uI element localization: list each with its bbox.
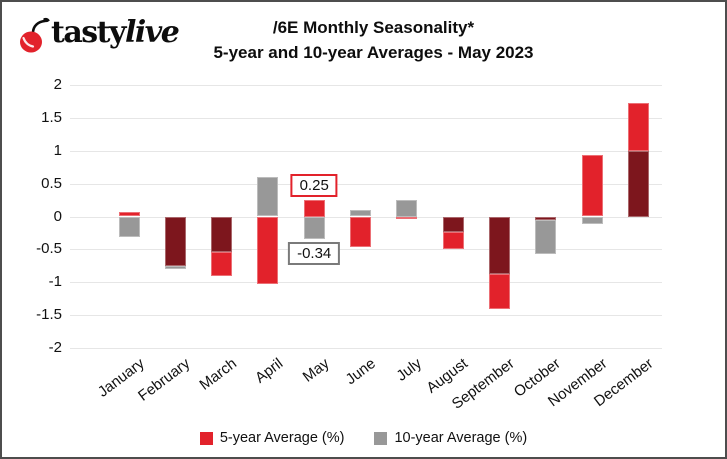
- plot-area: 2 1.5 1 0.5 0 -0.5 -1 -1.5 -2 January February Marc…: [36, 76, 662, 413]
- bar-segment: [535, 219, 557, 254]
- bar-segment: [488, 274, 510, 309]
- gridline: [70, 150, 662, 152]
- legend-item-5yr: 5-year Average (%): [199, 430, 345, 446]
- gridline: [70, 282, 662, 284]
- bar-segment: [581, 216, 603, 225]
- x-axis-month-label: February: [135, 355, 194, 405]
- bar-segment: [350, 209, 371, 217]
- bar-segment: [627, 103, 649, 151]
- bar-segment: [164, 216, 186, 267]
- tastylive-logo: tastylive: [18, 14, 180, 54]
- bar-segment: [488, 216, 510, 275]
- legend-label-5yr: 5-year Average (%): [219, 430, 345, 446]
- y-axis-tick-label: 2: [53, 76, 62, 93]
- y-axis-tick-label: 0.5: [41, 174, 62, 192]
- chart-title-line1: /6E Monthly Seasonality*: [272, 18, 475, 37]
- y-axis-tick-label: -0.5: [36, 240, 62, 258]
- bar-segment: [118, 211, 140, 217]
- y-axis-tick-label: -2: [48, 339, 62, 356]
- bar-segment: [211, 252, 233, 276]
- legend-swatch-5yr: [199, 431, 213, 445]
- bar-segment: [442, 216, 464, 233]
- y-axis-tick-label: 1: [53, 141, 62, 159]
- value-annotation: 0.25: [290, 174, 338, 198]
- x-axis-month-label: May: [299, 355, 333, 386]
- gridline: [70, 315, 662, 317]
- x-axis-month-label: July: [393, 355, 426, 385]
- chart-title-line2: 5-year and 10-year Averages - May 2023: [213, 43, 534, 62]
- gridline: [70, 117, 662, 119]
- bar-segment: [303, 216, 325, 239]
- cherry-icon: [18, 14, 50, 54]
- bar-segment: [396, 200, 418, 217]
- legend-label-10yr: 10-year Average (%): [394, 430, 528, 446]
- bar-segment: [627, 150, 649, 217]
- bar-segment: [303, 200, 325, 217]
- legend: 5-year Average (%) 10-year Average (%): [2, 430, 725, 446]
- bar-segment: [535, 216, 557, 220]
- value-annotation: -0.34: [288, 241, 341, 265]
- gridline: [70, 183, 662, 185]
- bar-segment: [442, 232, 464, 249]
- brand-text-italic: live: [124, 15, 180, 50]
- legend-swatch-10yr: [374, 431, 388, 445]
- bar-segment: [396, 216, 418, 220]
- x-axis-month-label: April: [251, 355, 287, 387]
- y-axis-tick-label: 0: [53, 207, 62, 225]
- bar-segment: [118, 216, 140, 237]
- gridline: [70, 249, 662, 251]
- legend-item-10yr: 10-year Average (%): [374, 430, 527, 446]
- x-axis-month-label: March: [196, 355, 240, 394]
- y-axis-tick-label: 1.5: [41, 108, 62, 126]
- bar-segment: [164, 266, 186, 270]
- chart-title: /6E Monthly Seasonality* 5-year and 10-y…: [2, 15, 725, 65]
- y-axis-tick-label: -1.5: [36, 306, 62, 324]
- brand-text-bold: tasty: [51, 15, 126, 50]
- bar-segment: [581, 154, 603, 217]
- x-axis-month-label: June: [342, 355, 379, 389]
- brand-text: tastylive: [51, 14, 180, 52]
- gridline: [70, 85, 662, 86]
- y-axis-tick-label: -1: [48, 273, 62, 291]
- bar-segment: [350, 216, 371, 248]
- bar-segment: [257, 177, 279, 217]
- bar-segment: [211, 216, 233, 252]
- gridline: [70, 348, 662, 349]
- bar-segment: [257, 216, 279, 284]
